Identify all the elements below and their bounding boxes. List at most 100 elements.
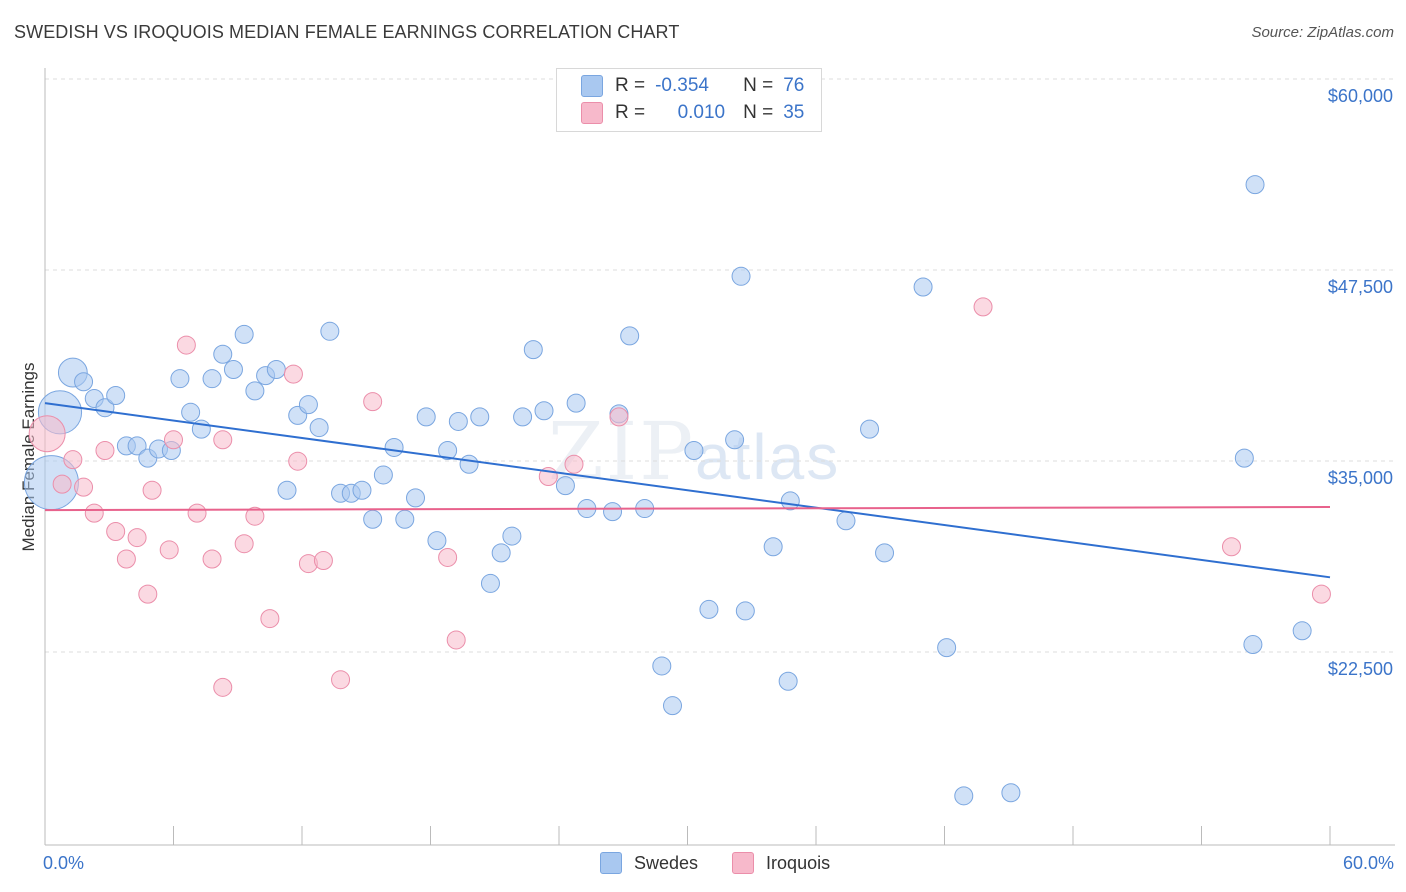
data-point-iroquois (63, 450, 83, 470)
data-point-swedes (725, 430, 745, 450)
data-point-swedes (352, 480, 372, 500)
data-point-swedes (438, 440, 458, 460)
data-point-iroquois (84, 503, 104, 523)
data-point-swedes (470, 407, 490, 427)
data-point-swedes (459, 454, 479, 474)
data-point-iroquois (187, 503, 207, 523)
legend-swatch-swedes (581, 75, 603, 97)
data-point-iroquois (159, 540, 179, 560)
legend-n-label: N = (743, 75, 774, 96)
data-point-swedes (245, 381, 265, 401)
data-point-swedes (913, 277, 933, 297)
data-point-swedes (491, 543, 511, 563)
data-point-swedes (502, 526, 522, 546)
data-point-swedes (74, 372, 94, 392)
data-point-iroquois (331, 670, 351, 690)
data-point-swedes (1234, 448, 1254, 468)
data-point-swedes (234, 324, 254, 344)
legend-label-iroquois: Iroquois (766, 852, 831, 873)
legend-r-label: R = (615, 75, 646, 96)
data-point-swedes (763, 537, 783, 557)
data-point-swedes (213, 344, 233, 364)
data-point-swedes (620, 326, 640, 346)
data-point-iroquois (138, 584, 158, 604)
legend-row-swedes: R = -0.354 N = 76 (581, 74, 804, 98)
data-point-swedes (1243, 635, 1263, 655)
data-point-swedes (170, 369, 190, 389)
y-axis-title: Median Female Earnings (19, 363, 38, 552)
data-point-swedes (875, 543, 895, 563)
data-point-swedes (106, 385, 126, 405)
x-tick-label: 60.0% (1343, 853, 1394, 873)
data-point-swedes (534, 401, 554, 421)
legend-row-iroquois: R = 0.010 N = 35 (581, 101, 804, 125)
data-point-iroquois (446, 630, 466, 650)
data-point-swedes (395, 509, 415, 529)
y-tick-label: $60,000 (1328, 86, 1393, 106)
watermark-small: atlas (695, 421, 841, 493)
legend-n-label: N = (743, 102, 774, 123)
data-point-iroquois (283, 364, 303, 384)
data-point-iroquois (213, 677, 233, 697)
data-point-iroquois (95, 440, 115, 460)
data-point-iroquois (127, 528, 147, 548)
data-point-iroquois (52, 474, 72, 494)
data-point-iroquois (234, 534, 254, 554)
data-point-iroquois (609, 407, 629, 427)
data-point-swedes (448, 411, 468, 431)
data-point-iroquois (142, 480, 162, 500)
data-point-swedes (778, 671, 798, 691)
data-point-swedes (309, 418, 329, 438)
data-point-swedes (320, 321, 340, 341)
data-point-iroquois (213, 430, 233, 450)
data-point-swedes (523, 340, 543, 360)
y-tick-label: $47,500 (1328, 277, 1393, 297)
legend-r-value: 0.010 (677, 102, 726, 123)
trend-line-iroquois (44, 506, 1331, 512)
data-point-swedes (202, 369, 222, 389)
data-point-iroquois (438, 547, 458, 567)
y-tick-label: $22,500 (1328, 659, 1393, 679)
data-point-swedes (735, 601, 755, 621)
data-point-swedes (1001, 783, 1021, 803)
data-point-swedes (480, 573, 500, 593)
legend-r-label: R = (615, 102, 646, 123)
data-point-swedes (427, 531, 447, 551)
legend-item-iroquois[interactable]: Iroquois (732, 852, 830, 874)
data-point-swedes (416, 407, 436, 427)
data-point-iroquois (313, 551, 333, 571)
series-legend: Swedes Iroquois (600, 852, 864, 874)
data-point-swedes (699, 599, 719, 619)
data-point-swedes (223, 360, 243, 380)
data-point-swedes (373, 465, 393, 485)
data-point-swedes (555, 476, 575, 496)
chart-title: SWEDISH VS IROQUOIS MEDIAN FEMALE EARNIN… (14, 22, 680, 42)
data-point-iroquois (202, 549, 222, 569)
data-point-iroquois (176, 335, 196, 355)
legend-item-swedes[interactable]: Swedes (600, 852, 698, 874)
data-point-swedes (566, 393, 586, 413)
data-point-iroquois (28, 415, 66, 453)
data-point-iroquois (106, 521, 126, 541)
data-point-swedes (127, 436, 147, 456)
trend-line-swedes (44, 402, 1331, 579)
data-point-swedes (384, 437, 404, 457)
data-point-swedes (603, 502, 623, 522)
legend-n-value: 76 (783, 75, 805, 96)
data-point-swedes (836, 511, 856, 531)
y-tick-label: $35,000 (1328, 468, 1393, 488)
data-point-iroquois (260, 609, 280, 629)
data-point-iroquois (288, 451, 308, 471)
legend-n-value: 35 (783, 102, 805, 123)
data-point-swedes (181, 402, 201, 422)
data-point-swedes (298, 395, 318, 415)
legend-label-swedes: Swedes (634, 852, 699, 873)
data-point-swedes (363, 509, 383, 529)
data-point-iroquois (164, 430, 183, 450)
data-point-iroquois (1221, 537, 1241, 557)
stats-legend: R = -0.354 N = 76 R = 0.010 N = 35 (556, 68, 822, 132)
data-point-swedes (513, 407, 533, 427)
data-point-swedes (937, 638, 957, 658)
data-point-iroquois (1311, 584, 1331, 604)
data-point-iroquois (973, 297, 993, 317)
